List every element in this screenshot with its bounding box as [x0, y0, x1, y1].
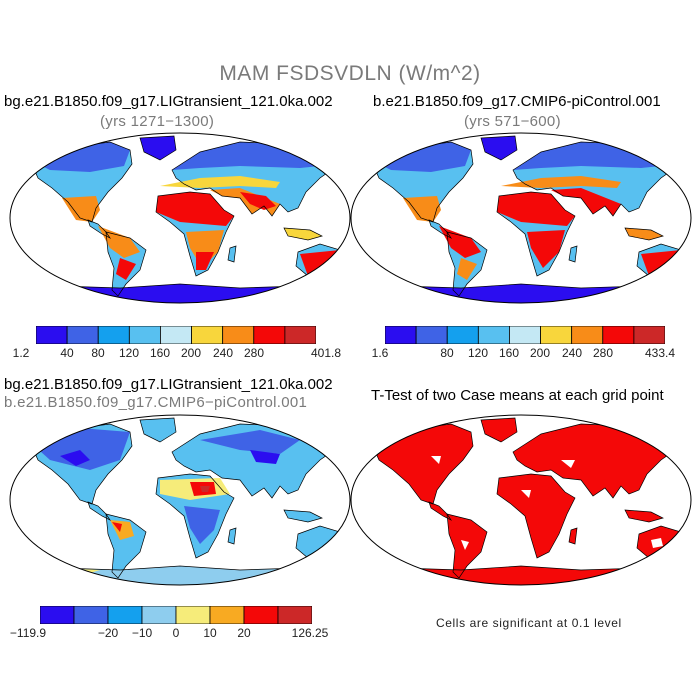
- colorbar-swatch: [141, 606, 177, 624]
- colorbar-top-right: [385, 326, 665, 344]
- colorbar-label: 40: [60, 346, 74, 360]
- map-top-right: [350, 132, 692, 304]
- colorbar-top-left: [36, 326, 316, 344]
- colorbar-label: 433.4: [644, 346, 676, 360]
- colorbar-swatch: [128, 326, 161, 344]
- colorbar-swatch: [540, 326, 573, 344]
- colorbar-label: 126.25: [291, 626, 329, 640]
- colorbar-label: 120: [467, 346, 489, 360]
- colorbar-label: 120: [118, 346, 140, 360]
- colorbar-swatch: [477, 326, 510, 344]
- colorbar-swatch: [633, 326, 665, 344]
- colorbar-swatch: [253, 326, 286, 344]
- panel-bottom-right-title: T-Test of two Case means at each grid po…: [371, 387, 664, 404]
- colorbar-label: 1.2: [12, 346, 30, 360]
- colorbar-swatch: [191, 326, 224, 344]
- colorbar-label: 80: [91, 346, 105, 360]
- panel-bottom-left-title: bg.e21.B1850.f09_g17.LIGtransient_121.0k…: [4, 376, 333, 393]
- colorbar-label: 20: [237, 626, 251, 640]
- map-top-left: [9, 132, 351, 304]
- colorbar-swatch: [446, 326, 479, 344]
- colorbar-swatch: [602, 326, 635, 344]
- colorbar-top-right-labels: 1.6 80 120 160 200 240 280 433.4: [350, 346, 700, 362]
- colorbar-label: 240: [212, 346, 234, 360]
- colorbar-label: 200: [529, 346, 551, 360]
- map-bottom-left: [9, 414, 351, 586]
- colorbar-bottom-left: [40, 606, 312, 624]
- colorbar-swatch: [277, 606, 312, 624]
- colorbar-swatch: [243, 606, 279, 624]
- colorbar-swatch: [97, 326, 130, 344]
- colorbar-swatch: [36, 326, 68, 344]
- panel-top-left-years: (yrs 1271−1300): [100, 113, 215, 130]
- colorbar-label: 280: [243, 346, 265, 360]
- panel-bottom-left-subtitle: b.e21.B1850.f09_g17.CMIP6−piControl.001: [4, 394, 308, 411]
- panel-top-right-years: (yrs 571−600): [464, 113, 561, 130]
- colorbar-label: 160: [498, 346, 520, 360]
- colorbar-label: 0: [172, 626, 180, 640]
- colorbar-label: 200: [180, 346, 202, 360]
- colorbar-swatch: [222, 326, 255, 344]
- colorbar-label: 160: [149, 346, 171, 360]
- colorbar-swatch: [160, 326, 192, 344]
- colorbar-swatch: [284, 326, 316, 344]
- colorbar-bottom-left-labels: −119.9 −20 −10 0 10 20 126.25: [0, 626, 350, 642]
- colorbar-swatch: [571, 326, 604, 344]
- colorbar-label: 1.6: [371, 346, 389, 360]
- colorbar-label: 240: [561, 346, 583, 360]
- colorbar-label: −119.9: [9, 626, 47, 640]
- colorbar-label: −20: [97, 626, 119, 640]
- colorbar-swatch: [385, 326, 417, 344]
- colorbar-swatch: [107, 606, 143, 624]
- colorbar-label: 401.8: [310, 346, 342, 360]
- panel-top-right-title: b.e21.B1850.f09_g17.CMIP6-piControl.001: [373, 93, 661, 110]
- colorbar-label: −10: [131, 626, 153, 640]
- colorbar-swatch: [66, 326, 99, 344]
- colorbar-swatch: [73, 606, 109, 624]
- colorbar-swatch: [40, 606, 75, 624]
- colorbar-label: 80: [440, 346, 454, 360]
- colorbar-label: 280: [592, 346, 614, 360]
- significance-note: Cells are significant at 0.1 level: [436, 616, 622, 630]
- colorbar-top-left-labels: 1.2 40 80 120 160 200 240 280 401.8: [0, 346, 350, 362]
- map-bottom-right: [350, 414, 692, 586]
- colorbar-swatch: [509, 326, 541, 344]
- colorbar-swatch: [175, 606, 211, 624]
- figure-title: MAM FSDSVDLN (W/m^2): [219, 62, 481, 85]
- colorbar-swatch: [415, 326, 448, 344]
- panel-top-left-title: bg.e21.B1850.f09_g17.LIGtransient_121.0k…: [4, 93, 333, 110]
- colorbar-label: 10: [203, 626, 217, 640]
- colorbar-swatch: [209, 606, 245, 624]
